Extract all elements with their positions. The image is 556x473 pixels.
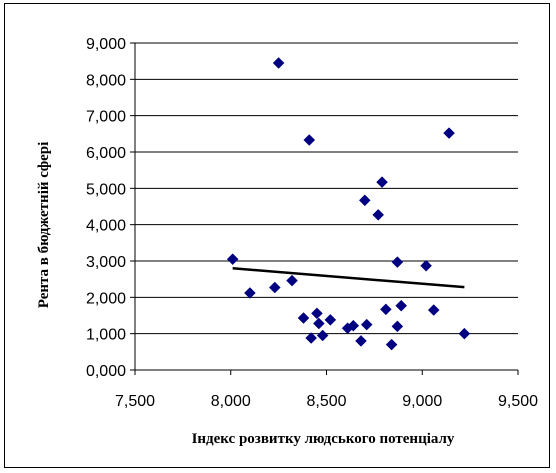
y-tick-label: 8,000 — [86, 72, 126, 89]
y-tick-label: 4,000 — [86, 218, 126, 235]
data-point-marker — [272, 57, 285, 69]
x-tick-label: 8,000 — [211, 393, 251, 410]
chart-frame — [4, 3, 550, 468]
data-point-marker — [380, 303, 392, 316]
data-point-marker — [395, 299, 408, 312]
data-points — [226, 57, 471, 351]
data-point-marker — [385, 338, 398, 351]
data-point-marker — [376, 176, 388, 189]
data-point-marker — [305, 332, 318, 344]
data-point-marker — [226, 253, 239, 266]
data-point-marker — [355, 335, 367, 347]
data-point-marker — [303, 134, 316, 146]
x-tick-label: 9,500 — [498, 393, 538, 410]
trendline-group — [232, 267, 465, 289]
gridlines — [135, 42, 518, 335]
data-point-marker — [297, 312, 310, 324]
y-tick-label: 5,000 — [86, 181, 126, 198]
x-axis-title: Індекс розвитку людського потенціалу — [192, 431, 455, 447]
x-tick-labels: 7,500 8,000 8,500 9,000 9,500 — [115, 393, 538, 410]
y-tick-label: 0,000 — [86, 363, 126, 380]
data-point-marker — [420, 259, 432, 272]
y-tick-label: 1,000 — [86, 327, 126, 344]
data-point-marker — [427, 304, 440, 316]
data-point-marker — [358, 194, 371, 207]
data-point-marker — [316, 329, 329, 342]
data-point-marker — [360, 318, 373, 331]
x-tick-label: 7,500 — [115, 393, 155, 410]
data-point-marker — [268, 281, 281, 294]
data-point-marker — [244, 287, 256, 299]
y-tick-labels: 0,000 1,000 2,000 3,000 4,000 5,000 6,000 7,000… — [86, 36, 126, 380]
y-tick-label: 2,000 — [86, 290, 126, 307]
data-point-marker — [372, 209, 385, 221]
data-point-marker — [324, 314, 337, 326]
data-point-marker — [458, 327, 471, 340]
x-tick-label: 8,500 — [306, 393, 346, 410]
x-tick-label: 9,000 — [402, 393, 442, 410]
data-point-marker — [443, 127, 455, 139]
trendline — [232, 267, 465, 289]
data-point-marker — [391, 320, 404, 333]
y-tick-label: 9,000 — [86, 36, 126, 53]
data-point-marker — [391, 256, 404, 268]
data-point-marker — [347, 319, 360, 332]
y-tick-label: 6,000 — [86, 145, 126, 162]
data-point-marker — [311, 307, 323, 320]
data-point-marker — [312, 317, 325, 330]
y-tick-label: 3,000 — [86, 254, 126, 271]
data-point-marker — [286, 274, 298, 287]
y-axis-title: Рента в бюджетній сфері — [36, 142, 52, 309]
y-tick-label: 7,000 — [86, 109, 126, 126]
axes — [130, 42, 519, 375]
